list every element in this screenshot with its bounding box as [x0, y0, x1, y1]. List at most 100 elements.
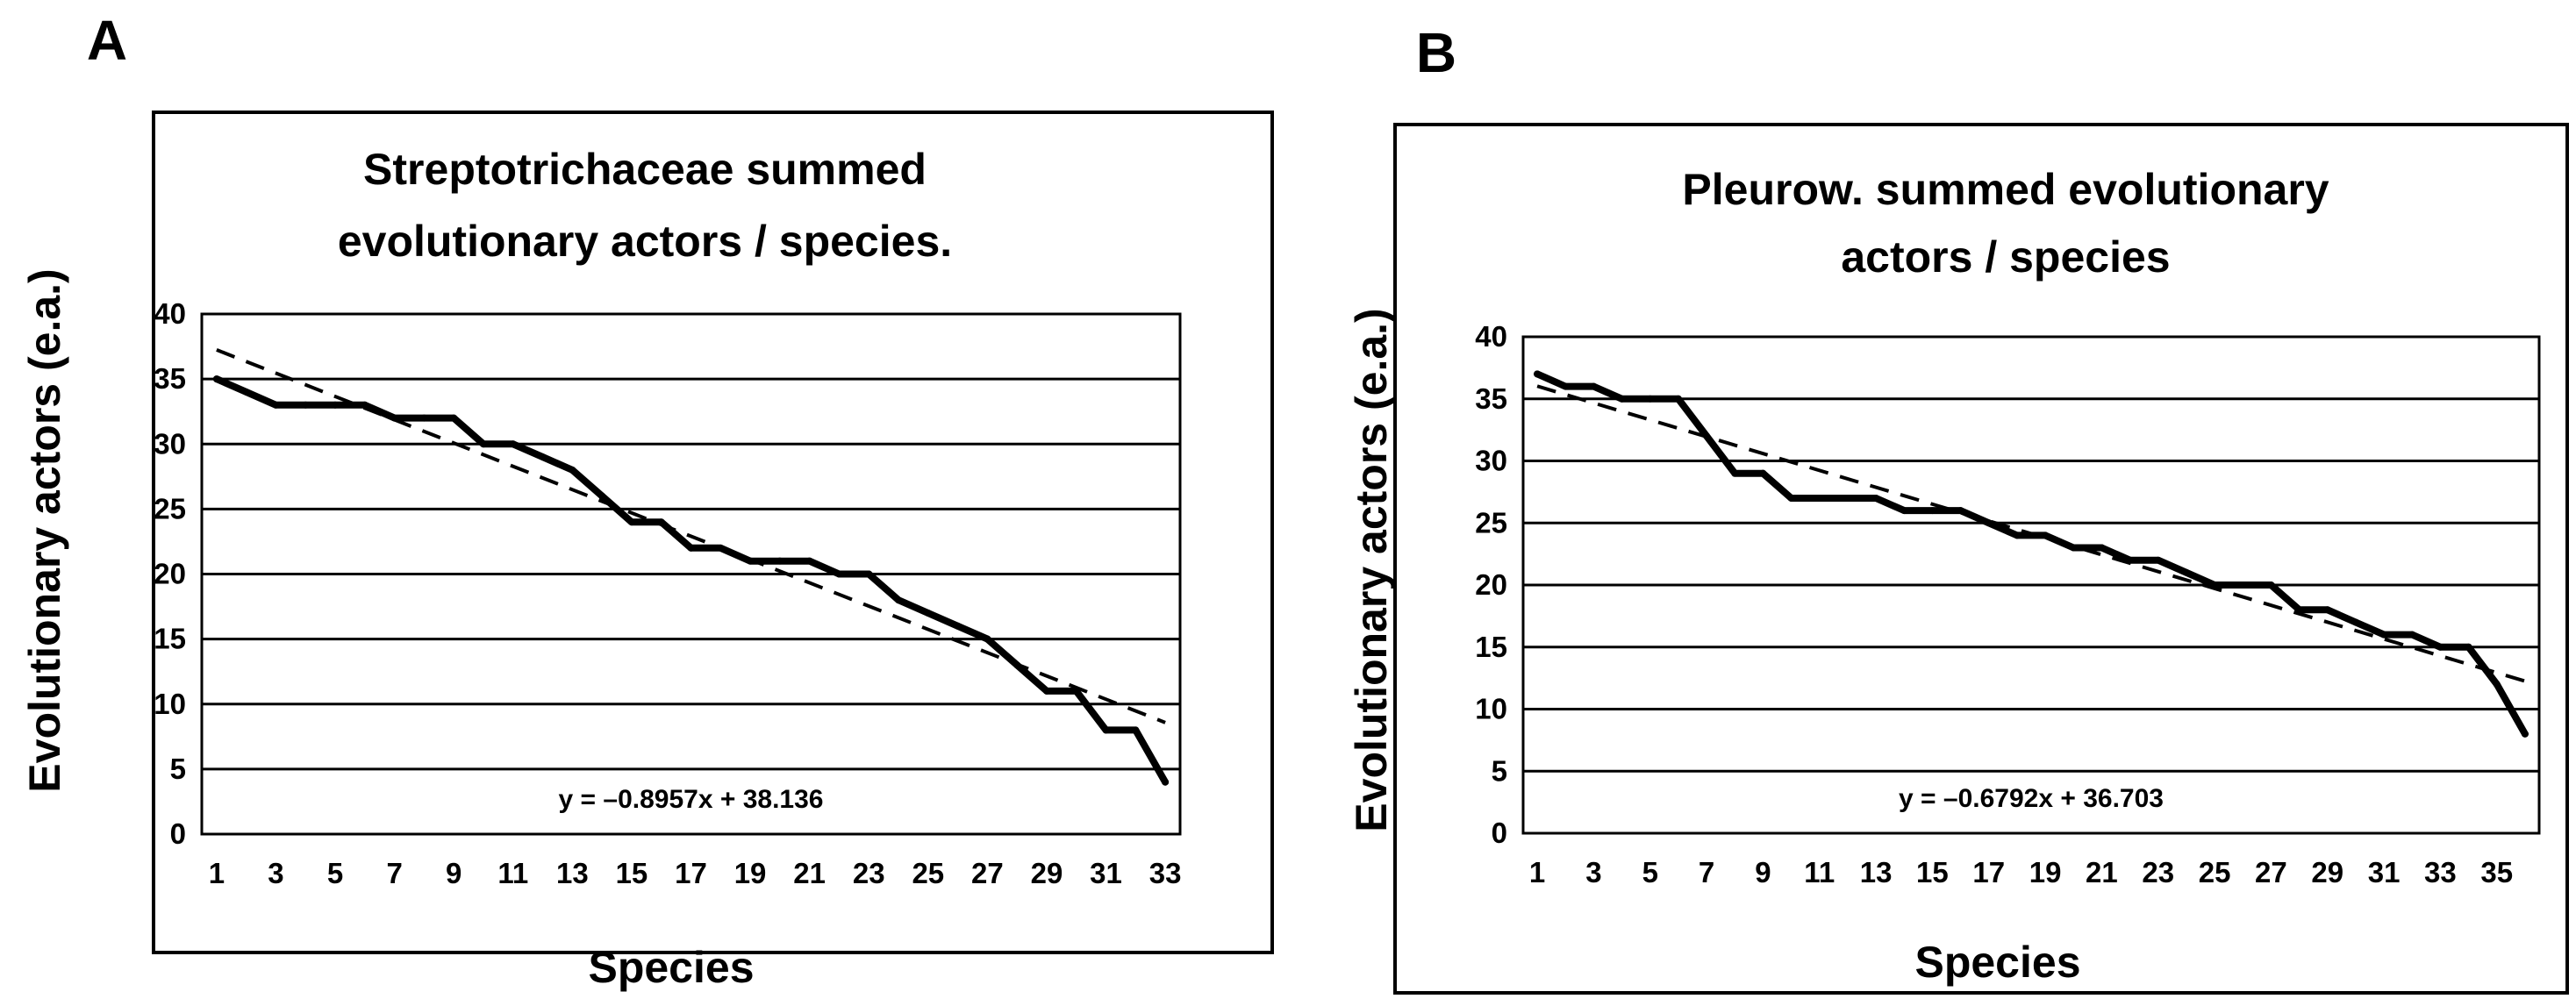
x-tick-label: 35 — [2480, 856, 2513, 888]
data-series-line — [212, 375, 1170, 786]
x-tick-label: 1 — [1529, 856, 1545, 888]
x-tick-label: 9 — [446, 857, 462, 889]
data-point — [1102, 726, 1110, 734]
y-tick-label: 0 — [170, 817, 186, 850]
y-tick-label: 25 — [1475, 506, 1507, 539]
x-tick-label: 31 — [2368, 856, 2401, 888]
y-tick-label: 20 — [154, 558, 186, 590]
data-point — [1562, 382, 1570, 390]
data-point — [895, 596, 903, 604]
data-point — [2465, 643, 2472, 651]
data-point — [2323, 606, 2331, 614]
y-tick-label: 25 — [154, 492, 186, 524]
trendline-equation: y = –0.6792x + 36.703 — [1899, 784, 2164, 813]
x-tick-label: 15 — [616, 857, 648, 889]
x-tick-label: 11 — [497, 857, 528, 889]
y-tick-label: 0 — [1492, 817, 1507, 849]
panel-letter: B — [1416, 21, 1456, 84]
data-point — [1646, 395, 1654, 403]
data-point — [1590, 382, 1598, 390]
data-point — [2013, 532, 2021, 539]
x-axis-label: Species — [1914, 938, 2080, 987]
equation-background — [1812, 777, 2250, 817]
data-point — [450, 414, 458, 422]
data-point — [569, 466, 576, 474]
data-point — [1815, 494, 1823, 502]
data-point — [2211, 581, 2219, 589]
y-axis-label: Evolutionary actors (e.a.) — [1347, 308, 1396, 831]
x-tick-label: 7 — [1699, 856, 1714, 888]
equation-background — [471, 778, 911, 818]
chart-frame — [152, 111, 1274, 954]
data-point — [687, 544, 695, 552]
data-point — [1162, 778, 1170, 786]
data-point — [1042, 687, 1050, 695]
data-point — [272, 401, 280, 409]
x-tick-label: 25 — [912, 857, 944, 889]
x-tick-label: 3 — [1585, 856, 1601, 888]
data-point — [420, 414, 428, 422]
x-tick-label: 17 — [1972, 856, 2005, 888]
data-point — [242, 388, 250, 396]
x-tick-label: 31 — [1090, 857, 1122, 889]
y-tick-label: 35 — [1475, 382, 1507, 415]
data-point — [805, 557, 813, 565]
chart-title-line: evolutionary actors / species. — [338, 217, 952, 266]
data-point — [1072, 687, 1080, 695]
data-point — [1731, 469, 1739, 477]
y-tick-label: 20 — [1475, 568, 1507, 601]
x-tick-label: 1 — [209, 857, 225, 889]
x-tick-label: 29 — [2311, 856, 2343, 888]
data-point — [302, 401, 310, 409]
data-point — [1787, 494, 1795, 502]
data-point — [1013, 661, 1021, 669]
data-point — [2521, 730, 2529, 738]
data-point — [954, 622, 962, 630]
data-point — [657, 518, 665, 526]
x-tick-label: 27 — [971, 857, 1004, 889]
data-point — [865, 570, 873, 578]
data-point — [1900, 507, 1908, 515]
data-point — [1703, 432, 1711, 440]
data-point — [2182, 568, 2190, 576]
data-point — [1985, 519, 1993, 527]
data-point — [2408, 631, 2416, 639]
x-axis-label: Species — [588, 943, 754, 992]
chart-title-line: actors / species — [1841, 232, 2170, 282]
y-axis-label: Evolutionary actors (e.a.) — [20, 268, 69, 792]
y-tick-label: 35 — [154, 362, 186, 395]
x-tick-label: 7 — [386, 857, 402, 889]
data-point — [747, 557, 755, 565]
x-tick-label: 19 — [2029, 856, 2062, 888]
data-point — [1132, 726, 1140, 734]
x-tick-label: 21 — [2086, 856, 2118, 888]
data-point — [361, 401, 369, 409]
x-tick-label: 23 — [2142, 856, 2174, 888]
x-tick-label: 33 — [1149, 857, 1182, 889]
data-point — [2098, 544, 2106, 552]
data-point — [1957, 507, 1964, 515]
chart-title-line: Streptotrichaceae summed — [363, 145, 927, 194]
y-tick-label: 10 — [1475, 693, 1507, 725]
x-tick-label: 19 — [734, 857, 767, 889]
x-tick-label: 23 — [853, 857, 885, 889]
data-point — [1928, 507, 1936, 515]
x-tick-label: 33 — [2424, 856, 2457, 888]
x-tick-label: 15 — [1916, 856, 1949, 888]
data-point — [2239, 581, 2247, 589]
data-point — [2267, 581, 2275, 589]
data-point — [627, 518, 635, 526]
data-point — [2493, 681, 2501, 689]
x-tick-label: 9 — [1755, 856, 1771, 888]
chart-title-line: Pleurow. summed evolutionary — [1682, 165, 2329, 214]
panel-b: B Pleurow. summed evolutionary actors / sp… — [1347, 21, 2569, 995]
data-point — [2380, 631, 2388, 639]
x-tick-label: 11 — [1804, 856, 1835, 888]
y-tick-label: 5 — [1492, 754, 1507, 787]
y-tick-label: 15 — [1475, 631, 1507, 663]
data-point — [1872, 494, 1880, 502]
x-tick-label: 5 — [327, 857, 343, 889]
data-point — [2436, 643, 2444, 651]
data-point — [2295, 606, 2303, 614]
